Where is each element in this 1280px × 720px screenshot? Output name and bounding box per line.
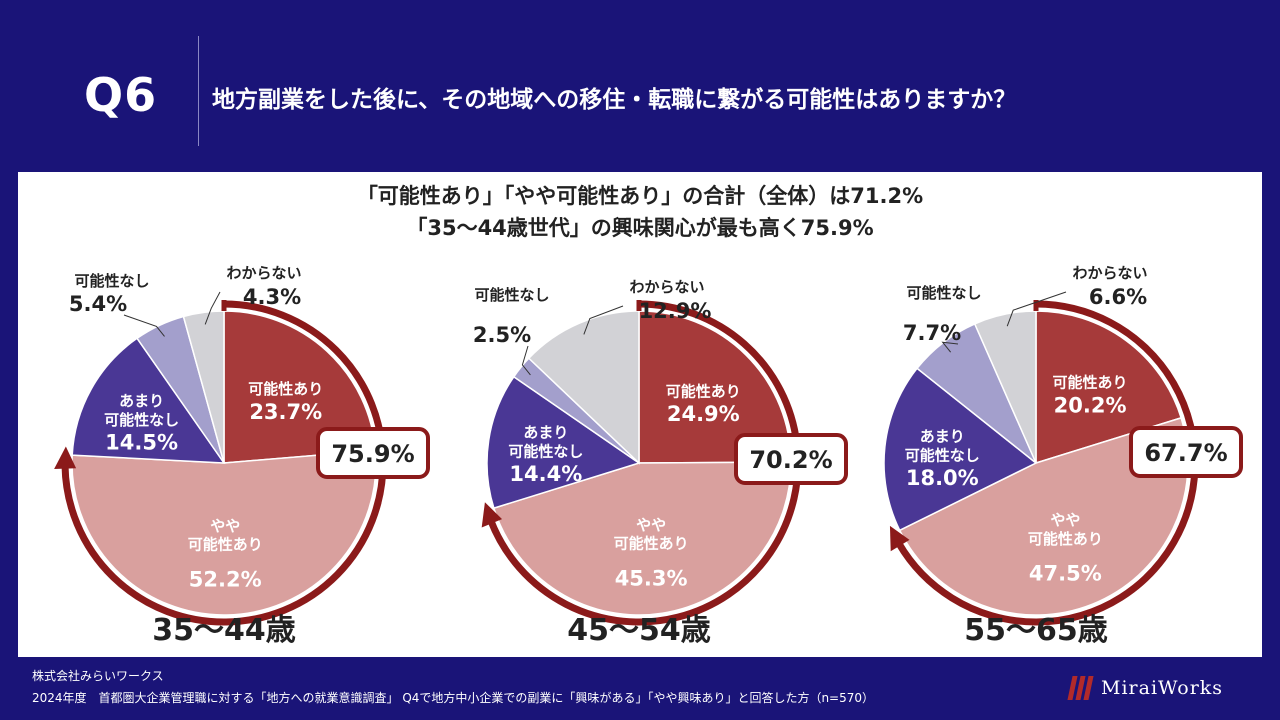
slice-value-wakaranai: 6.6% [1089,285,1147,309]
summary-badge-value: 75.9% [331,440,414,468]
slice-value-yaya: 45.3% [615,566,688,590]
slice-value-kanou: 23.7% [249,400,322,424]
slice-label-amari: あまり可能性なし [905,428,980,465]
chart-title-age-group: 35～44歳 [152,613,296,648]
pie-slice-yaya [71,449,377,616]
slice-label-amari: あまり可能性なし [508,424,583,461]
slice-label-amari: あまり可能性なし [104,392,179,429]
pie-slice-yaya [898,416,1189,616]
slice-label-wakaranai: わからない [226,264,301,282]
logo-text: MiraiWorks [1101,677,1224,699]
summary-badge-value: 67.7% [1144,439,1227,467]
logo-mark-icon [1067,676,1094,700]
slice-label-nashi: 可能性なし [74,272,149,290]
summary-arrowhead-icon [481,502,503,528]
slice-label-nashi: 可能性なし [906,284,981,302]
summary-badge-value: 70.2% [749,446,832,474]
headline-line2: 「35～44歳世代」の興味関心が最も高く75.9% [406,216,873,240]
leader-line-wakaranai [583,305,624,335]
question-number: Q6 [84,68,158,122]
slice-value-nashi: 2.5% [473,323,531,347]
slice-label-nashi: 可能性なし [474,286,549,304]
leader-line-nashi [123,314,165,337]
pie-charts: 「可能性あり」「やや可能性あり」の合計（全体）は71.2% 「35～44歳世代」… [54,184,1243,648]
slice-label-wakaranai: わからない [629,278,704,296]
summary-arc [487,300,802,626]
slice-value-amari: 18.0% [906,466,979,490]
slice-value-kanou: 24.9% [667,402,740,426]
header: Q6 地方副業をした後に、その地域への移住・転職に繋がる可能性はありますか？ [0,0,1280,170]
footer-company: 株式会社みらいワークス [32,669,164,683]
pie-slice-wakaranai [973,310,1037,464]
chart-title-age-group: 45～54歳 [567,613,711,648]
summary-badge [1129,426,1243,478]
pie-slice-yaya [492,461,792,616]
leader-line-nashi [941,341,959,353]
pie-slice-kanou [223,310,377,464]
slice-value-wakaranai: 4.3% [243,285,301,309]
pie-slice-amari [883,367,1038,532]
slice-value-nashi: 5.4% [69,292,127,316]
headline-line1: 「可能性あり」「やや可能性あり」の合計（全体）は71.2% [357,184,923,208]
slice-label-kanou: 可能性あり [666,382,741,400]
slice-label-yaya: やや可能性あり [614,516,689,553]
summary-arc [61,300,387,626]
pie-slice-amari [486,375,641,510]
leader-line-wakaranai [1006,291,1067,327]
slice-value-wakaranai: 12.9% [639,299,712,323]
chart-panel: 「可能性あり」「やや可能性あり」の合計（全体）は71.2% 「35～44歳世代」… [18,172,1262,657]
slice-value-amari: 14.4% [509,462,582,486]
company-logo: MiraiWorks [1067,676,1224,700]
slice-value-yaya: 52.2% [189,567,262,591]
header-divider [198,36,199,146]
slice-value-kanou: 20.2% [1054,393,1127,417]
footer-note: 2024年度 首都圏大企業管理職に対する「地方への就業意識調査」 Q4で地方中小… [32,691,875,705]
summary-arrowhead-icon [889,525,910,552]
chart-title-age-group: 55～65歳 [964,613,1108,648]
summary-arrowhead-icon [54,446,77,470]
slice-value-yaya: 47.5% [1029,562,1102,586]
slice-value-amari: 14.5% [105,431,178,455]
summary-badge [316,427,430,479]
slice-label-wakaranai: わからない [1072,264,1147,282]
leader-line-nashi [521,345,531,376]
pie-slice-wakaranai [527,310,640,465]
slice-label-yaya: やや可能性あり [188,517,263,554]
question-title: 地方副業をした後に、その地域への移住・転職に繋がる可能性はありますか？ [212,87,1017,113]
summary-arc [895,300,1199,626]
slice-value-nashi: 7.7% [903,321,961,345]
summary-badge [734,433,848,485]
pie-slice-kanou [1035,310,1183,465]
leader-line-wakaranai [204,291,221,325]
slice-label-yaya: やや可能性あり [1028,511,1103,548]
pie-slice-amari [71,337,226,464]
slice-label-kanou: 可能性あり [1053,374,1128,392]
slice-label-kanou: 可能性あり [248,380,323,398]
